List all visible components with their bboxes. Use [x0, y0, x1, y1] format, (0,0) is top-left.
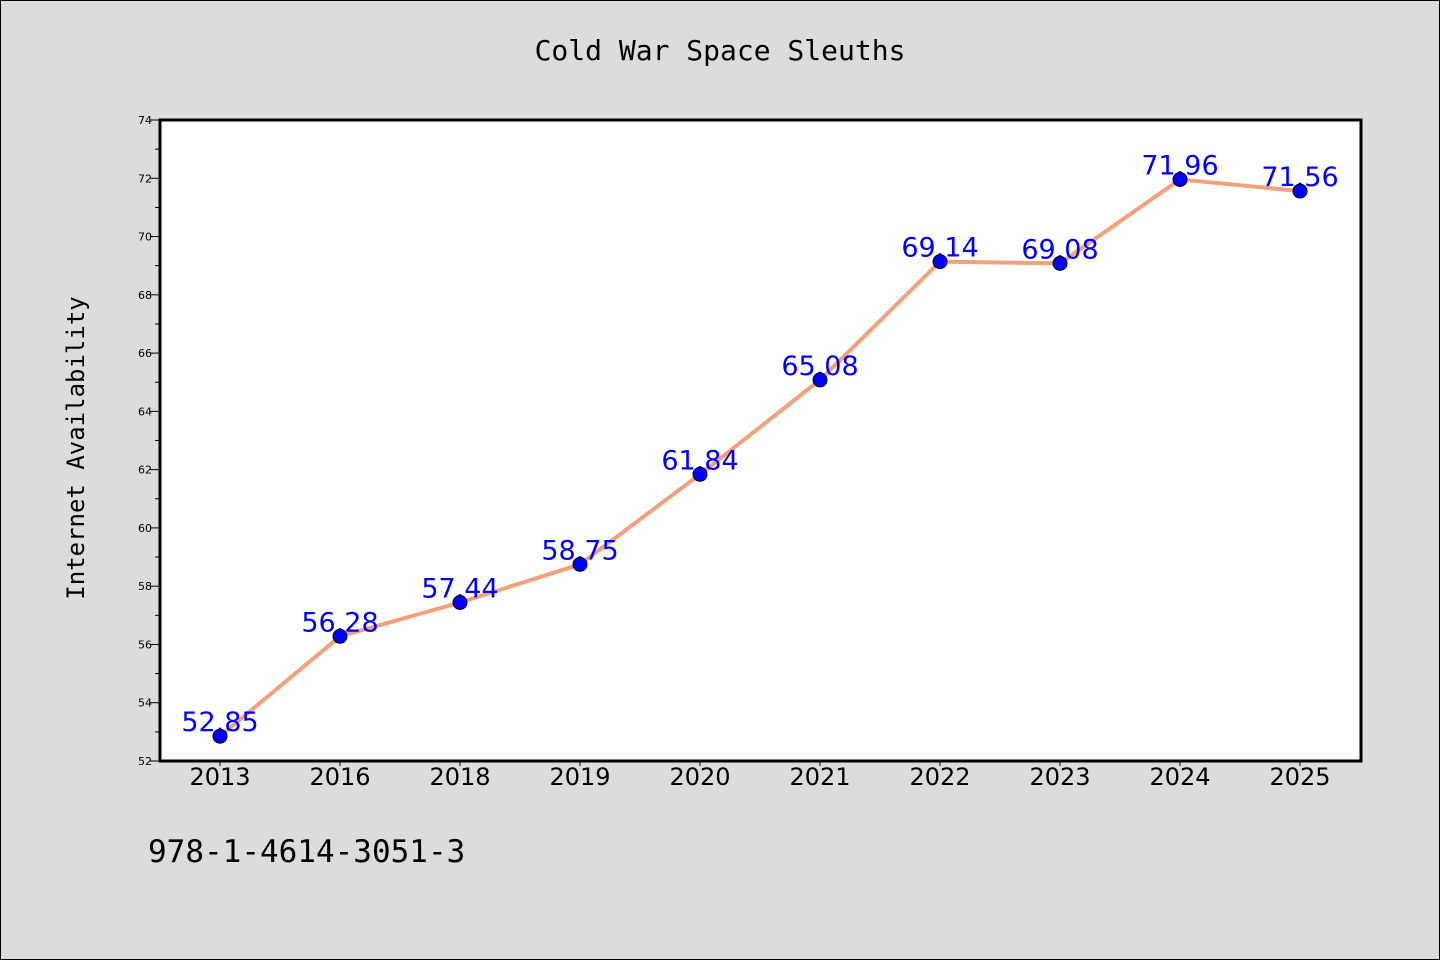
x-tick-label: 2025 [1269, 763, 1330, 791]
y-tick-label: 58 [138, 580, 152, 593]
y-axis: 52 54 56 58 60 62 64 66 68 70 72 74 [138, 114, 160, 768]
data-point [212, 728, 228, 744]
data-point [692, 466, 708, 482]
chart-title: Cold War Space Sleuths [534, 34, 906, 67]
y-tick-label: 60 [138, 522, 152, 535]
isbn-text: 978-1-4614-3051-3 [148, 834, 466, 870]
x-tick-label: 2016 [309, 763, 370, 791]
y-tick-label: 74 [138, 114, 152, 127]
x-tick-label: 2013 [189, 763, 250, 791]
x-tick-label: 2024 [1149, 763, 1210, 791]
data-point [932, 254, 948, 270]
x-axis: 2013 2016 2018 2019 2020 2021 2022 2023 2024 2025 [189, 761, 1331, 791]
x-tick-label: 2023 [1029, 763, 1090, 791]
data-point [1292, 183, 1308, 199]
data-point [452, 594, 468, 610]
data-point [812, 372, 828, 388]
y-tick-label: 62 [138, 464, 152, 477]
data-point [332, 628, 348, 644]
x-tick-label: 2021 [789, 763, 850, 791]
plot-area [160, 120, 1361, 761]
x-tick-label: 2020 [669, 763, 730, 791]
data-markers [212, 171, 1308, 744]
data-point [1172, 171, 1188, 187]
plot-border [158, 118, 1363, 763]
x-tick-label: 2018 [429, 763, 490, 791]
y-tick-label: 54 [138, 697, 152, 710]
x-tick-label: 2019 [549, 763, 610, 791]
y-tick-label: 70 [138, 231, 152, 244]
data-point [1052, 255, 1068, 271]
y-tick-label: 56 [138, 638, 152, 651]
data-point [572, 556, 588, 572]
x-tick-label: 2022 [909, 763, 970, 791]
series-line [218, 177, 1301, 738]
y-tick-label: 72 [138, 172, 152, 185]
y-tick-label: 68 [138, 289, 152, 302]
y-tick-label: 64 [138, 405, 152, 418]
y-tick-label: 66 [138, 347, 152, 360]
y-tick-label: 52 [138, 755, 152, 768]
